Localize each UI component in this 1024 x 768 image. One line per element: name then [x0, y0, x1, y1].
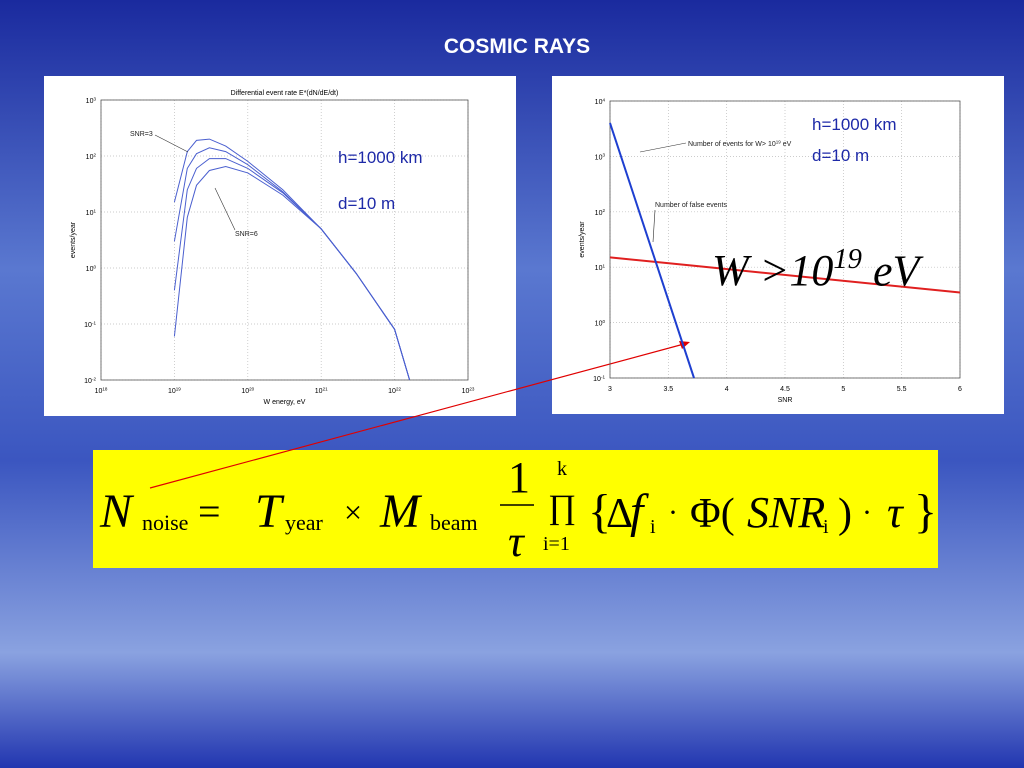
annotation: d=10 m — [338, 194, 395, 213]
formula-symbol: i=1 — [543, 533, 570, 555]
series-line — [609, 122, 695, 379]
formula-symbol: beam — [430, 510, 478, 535]
annotation: Number of events for W> 1019 eV — [688, 139, 792, 148]
x-tick-label: 1020 — [241, 386, 254, 395]
formula-symbol: · — [668, 496, 678, 529]
x-tick-label: 1021 — [315, 386, 328, 395]
y-tick-label: 100 — [595, 319, 606, 328]
formula-symbol: × — [344, 494, 362, 530]
formula-symbol: M — [379, 485, 423, 538]
y-tick-label: 103 — [86, 96, 97, 105]
y-axis-label: events/year — [70, 221, 77, 258]
plot-frame — [100, 99, 469, 381]
annotation-pointer — [214, 187, 236, 231]
y-tick-label: 102 — [595, 208, 606, 217]
chart-panel — [552, 76, 1004, 414]
formula-symbol: noise — [142, 510, 188, 535]
y-tick-label: 104 — [595, 97, 606, 106]
x-tick-label: 5 — [841, 386, 845, 393]
annotation: W >1019 eV — [712, 244, 924, 296]
y-tick-label: 100 — [86, 264, 97, 273]
formula-symbol: ∏ — [548, 489, 576, 526]
y-tick-label: 10-1 — [593, 374, 605, 383]
plot-frame — [609, 100, 961, 379]
formula-box — [93, 450, 938, 568]
x-tick-label: 1019 — [168, 386, 181, 395]
annotation: SNR=3 — [130, 131, 153, 138]
x-tick-label: 1018 — [95, 386, 108, 395]
y-tick-label: 101 — [595, 263, 606, 272]
x-tick-label: 3.5 — [663, 386, 673, 393]
formula-symbol: = — [198, 489, 221, 534]
formula-symbol: { — [588, 485, 611, 538]
formula-symbol: 1 — [508, 453, 530, 502]
chart: 3 3.5 4 4.5 5 5.5 6 10-1 100 101 102 103 104 SNR event… — [579, 97, 962, 404]
formula-symbol: · — [862, 496, 872, 529]
y-tick-label: 103 — [595, 153, 606, 162]
formula-symbol: k — [557, 458, 567, 480]
annotation: h=1000 km — [812, 115, 897, 134]
chart-panel — [44, 76, 516, 416]
chart-title: Differential event rate E*(dN/dE/dt) — [231, 90, 339, 97]
pointer-arrow — [149, 343, 685, 489]
formula-symbol: i — [823, 516, 829, 538]
y-tick-label: 101 — [86, 208, 97, 217]
formula-symbol: i — [650, 516, 656, 538]
formula-symbol: Φ( — [690, 491, 735, 537]
formula-symbol: T — [255, 485, 285, 538]
slide-title: COSMIC RAYS — [444, 35, 590, 58]
x-tick-label: 3 — [608, 386, 612, 393]
annotation: h=1000 km — [338, 148, 423, 167]
formula-symbol: τ — [887, 488, 905, 537]
y-tick-label: 10-2 — [84, 376, 96, 385]
x-tick-label: 5.5 — [897, 386, 907, 393]
x-tick-label: 1023 — [462, 386, 475, 395]
annotation-pointer — [154, 134, 189, 153]
formula-symbol: N — [99, 485, 135, 538]
formula-symbol: Δ — [606, 491, 633, 537]
annotation: d=10 m — [812, 146, 869, 165]
formula-symbol: SNR — [747, 488, 825, 537]
formula-symbol: τ — [508, 517, 526, 566]
x-tick-label: 4.5 — [780, 386, 790, 393]
formula-symbol: year — [285, 510, 324, 535]
series-line — [609, 256, 961, 294]
x-axis-label: SNR — [778, 397, 793, 404]
y-tick-label: 10-1 — [84, 320, 96, 329]
series-line — [173, 165, 411, 381]
formula-symbol: ) — [838, 491, 852, 537]
annotation: SNR=6 — [235, 231, 258, 238]
annotation-pointer — [639, 142, 687, 153]
annotation-pointer — [652, 209, 656, 243]
x-axis-label: W energy, eV — [264, 399, 306, 406]
y-axis-label: events/year — [579, 221, 586, 258]
y-tick-label: 102 — [86, 152, 97, 161]
formula-symbol: } — [914, 485, 937, 538]
chart: 1018 1019 1020 1021 1022 1023 10-2 10-1 100 101 10… — [70, 90, 475, 406]
x-tick-label: 4 — [725, 386, 729, 393]
annotation: Number of false events — [655, 202, 727, 209]
x-tick-label: 1022 — [388, 386, 401, 395]
x-tick-label: 6 — [958, 386, 962, 393]
